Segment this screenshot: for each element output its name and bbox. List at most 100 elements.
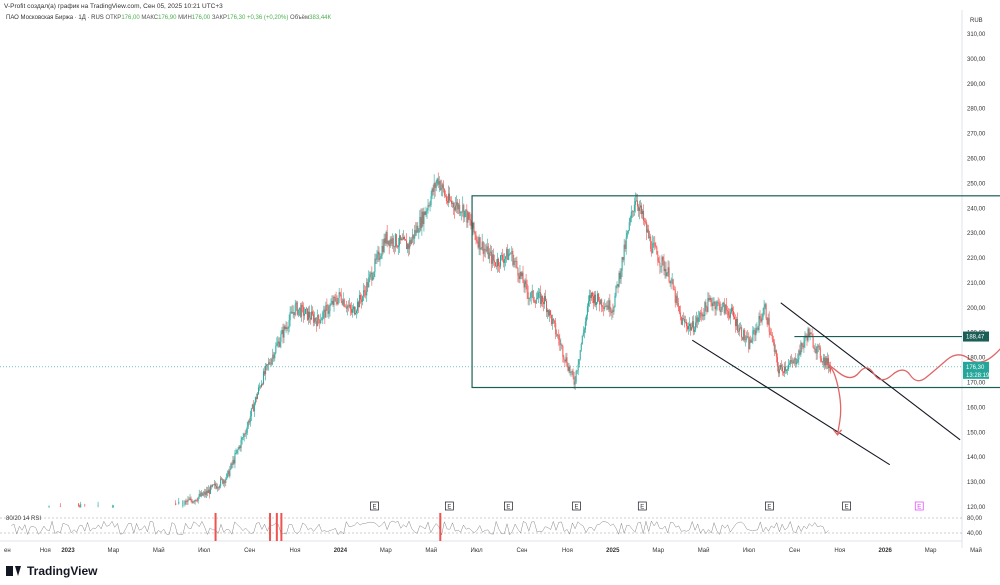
earnings-marker-label: E — [372, 505, 376, 511]
candle-body — [563, 356, 565, 360]
candle-body — [604, 306, 606, 309]
y-tick-label: 130,00 — [967, 480, 986, 486]
candle-body — [217, 487, 219, 489]
x-tick-label: Июл — [743, 548, 756, 554]
candle-body — [525, 280, 527, 285]
y-tick-label: 290,00 — [967, 82, 986, 88]
candle-body — [59, 505, 61, 507]
candle-body — [642, 210, 644, 215]
candle-body — [514, 260, 516, 262]
candle-body — [521, 272, 523, 277]
candle-body — [678, 306, 680, 313]
candle-body — [549, 310, 551, 316]
candle-body — [288, 320, 290, 329]
candle-body — [520, 271, 522, 277]
x-tick-label: Мар — [925, 548, 937, 554]
candle-body — [656, 247, 658, 255]
x-tick-label: Май — [153, 547, 165, 554]
earnings-marker-label: E — [845, 505, 849, 511]
candle-body — [458, 204, 460, 210]
candle-body — [468, 212, 470, 220]
candle-body — [437, 178, 439, 185]
candle-body — [489, 251, 491, 253]
candle-body — [666, 272, 668, 277]
candle-body — [607, 305, 609, 310]
candle-body — [230, 463, 232, 470]
candle-body — [519, 271, 521, 280]
candle-body — [411, 239, 413, 245]
candle-body — [778, 369, 780, 374]
candle-body — [329, 305, 331, 312]
candle-body — [338, 292, 340, 299]
candle-body — [646, 222, 648, 233]
candle-body — [258, 386, 260, 388]
candle-body — [748, 337, 750, 350]
candle-body — [579, 350, 581, 360]
candle-body — [802, 345, 804, 348]
candle-body — [393, 246, 395, 248]
candle-body — [379, 258, 381, 260]
candle-body — [382, 245, 384, 253]
candle-body — [272, 354, 274, 359]
candle-body — [112, 506, 114, 508]
candle-body — [477, 241, 479, 248]
candle-body — [319, 319, 321, 324]
x-tick-label: Сен — [789, 548, 800, 554]
candle-body — [424, 211, 426, 215]
symbol-name[interactable]: ПАО Московская Биржа · 1Д · RUS — [6, 15, 104, 21]
candle-body — [657, 254, 659, 262]
candle-body — [356, 310, 358, 313]
candle-body — [383, 238, 385, 253]
candle-body — [600, 299, 602, 305]
earnings-marker-label: E — [640, 505, 644, 511]
candle-body — [614, 295, 616, 308]
candle-body — [333, 296, 335, 306]
candle-body — [518, 275, 520, 280]
candle-body — [692, 321, 694, 328]
candle-body — [512, 250, 514, 265]
candle-body — [428, 205, 430, 206]
candle-body — [573, 376, 575, 385]
change-value: +0,36 (+0,20%) — [246, 15, 289, 21]
candle-body — [615, 285, 617, 296]
candle-body — [798, 350, 800, 360]
candle-body — [451, 200, 453, 204]
candle-body — [368, 277, 370, 288]
candle-body — [662, 256, 664, 261]
candle-body — [689, 323, 691, 327]
candle-body — [807, 328, 809, 341]
candle-body — [219, 485, 221, 488]
candle-body — [278, 341, 280, 347]
candle-body — [586, 306, 588, 316]
x-tick-label: Мар — [108, 548, 120, 554]
candle-body — [390, 239, 392, 244]
candle-body — [467, 212, 469, 223]
level-price-label: 188,47 — [966, 335, 985, 341]
candle-body — [684, 321, 686, 323]
candle-body — [783, 371, 785, 373]
candle-body — [501, 255, 503, 256]
candle-body — [776, 356, 778, 366]
candle-body — [281, 329, 283, 334]
candle-body — [231, 463, 233, 465]
candle-body — [472, 222, 474, 229]
candle-body — [276, 343, 278, 346]
candle-body — [760, 319, 762, 322]
candle-body — [315, 317, 317, 321]
candle-body — [747, 336, 749, 338]
candle-body — [599, 300, 601, 305]
candle-body — [459, 204, 461, 214]
candle-body — [708, 298, 710, 300]
level-price-badge — [963, 331, 989, 342]
candle-body — [677, 303, 679, 307]
candle-body — [304, 309, 306, 314]
candle-body — [226, 473, 228, 480]
candle-body — [570, 371, 572, 373]
candle-body — [414, 230, 416, 239]
y-tick-label: 160,00 — [967, 405, 986, 411]
candle-body — [506, 249, 508, 257]
candle-body — [709, 298, 711, 300]
candle-body — [605, 306, 607, 307]
tradingview-brand[interactable]: TradingView — [6, 564, 97, 578]
